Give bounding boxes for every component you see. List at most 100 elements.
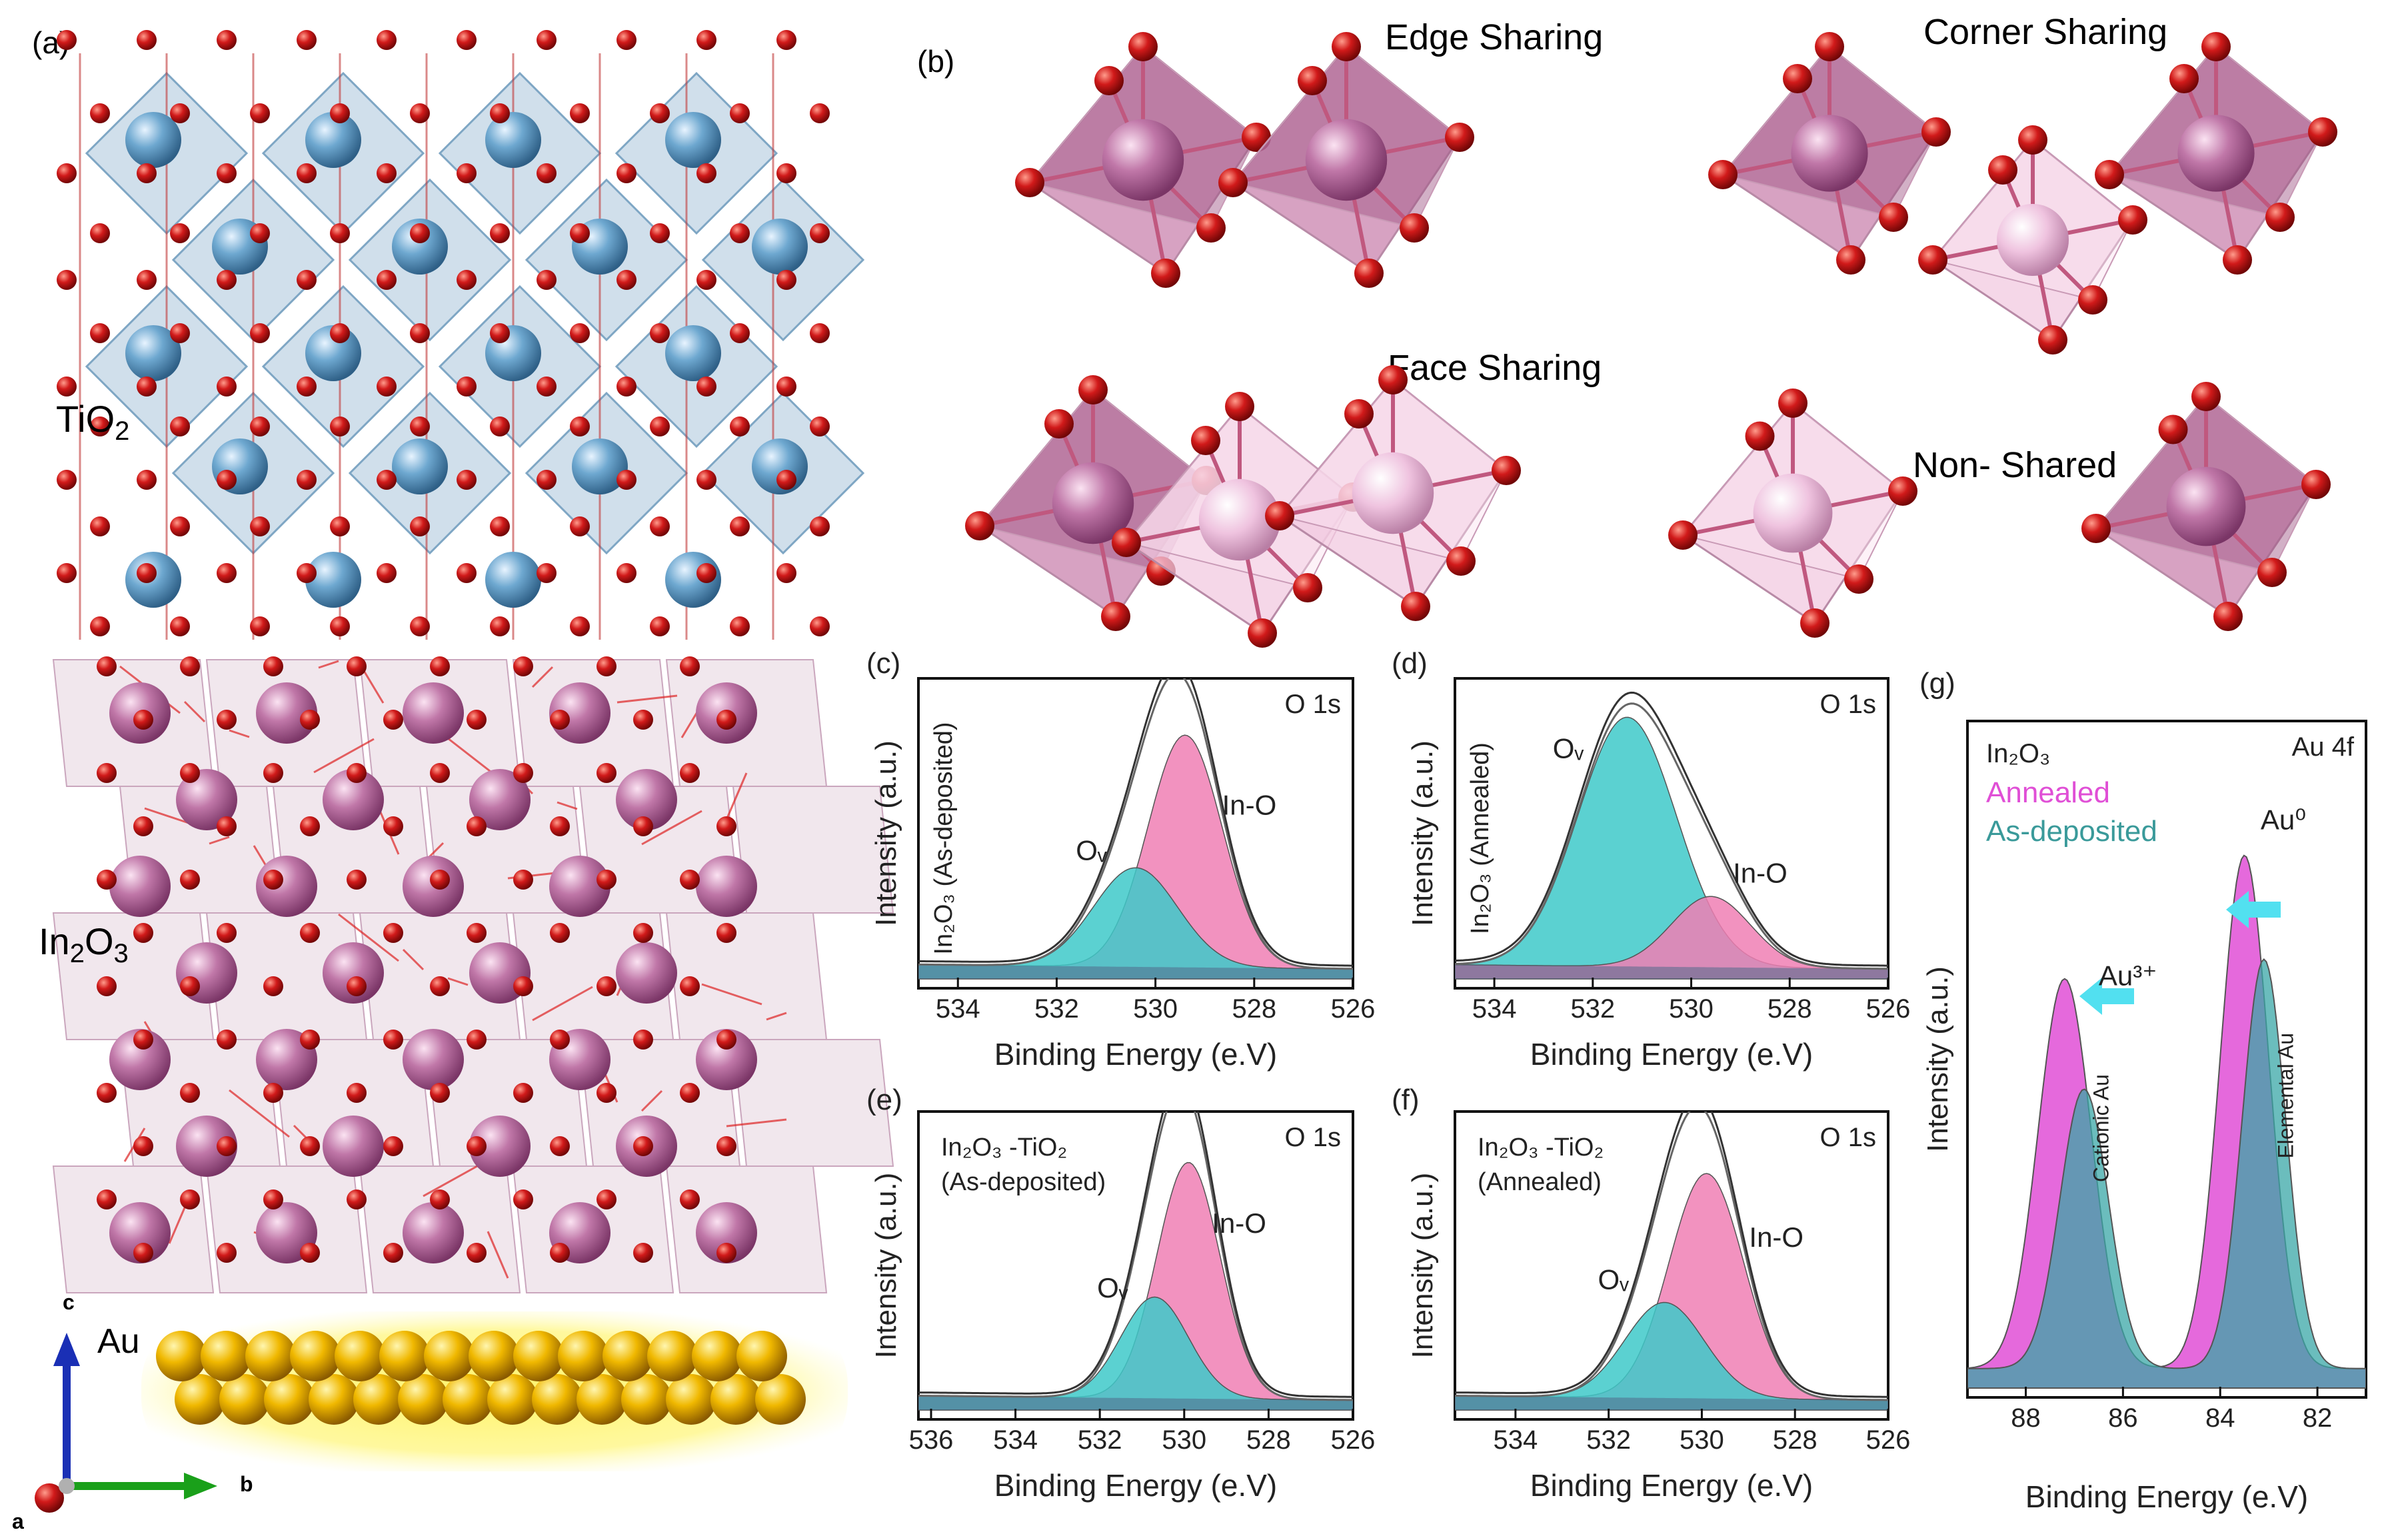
o-atom xyxy=(597,656,616,676)
o-atom xyxy=(457,563,477,583)
x-tick-label: 528 xyxy=(1232,994,1276,1024)
o-atom xyxy=(776,30,796,50)
o-atom xyxy=(716,923,736,943)
shift-arrow xyxy=(2226,891,2281,928)
in2o3-polyhedron xyxy=(665,912,828,1040)
o-atom xyxy=(550,1243,570,1263)
in-center-atom xyxy=(2166,466,2246,546)
o-atom xyxy=(430,763,450,783)
in-atom xyxy=(403,1029,464,1090)
o-atom xyxy=(597,1083,616,1103)
ti-atom xyxy=(125,112,181,168)
o-atom xyxy=(810,416,830,436)
o-atom xyxy=(810,103,830,123)
o-atom xyxy=(616,270,636,290)
o-atom xyxy=(457,163,477,183)
x-tick-label: 82 xyxy=(2303,1403,2333,1433)
o-vertex-atom xyxy=(2169,64,2199,93)
x-tick-label: 526 xyxy=(1331,1425,1376,1455)
non-shared-octahedron-2 xyxy=(2081,382,2331,631)
x-tick-label: 526 xyxy=(1331,994,1376,1024)
o-atom xyxy=(347,870,367,890)
o-atom xyxy=(680,1083,700,1103)
peak-annotation: Elemental Au xyxy=(2274,1033,2298,1159)
o-vertex-atom xyxy=(1265,501,1294,530)
o-atom xyxy=(330,516,350,536)
o-atom xyxy=(570,323,590,343)
o-vertex-atom xyxy=(1800,608,1829,638)
o-atom xyxy=(90,516,110,536)
o-atom xyxy=(330,416,350,436)
sample-label-line1: In₂O₃ -TiO₂ xyxy=(941,1134,1067,1161)
y-axis-label: Intensity (a.u.) xyxy=(870,1173,902,1359)
o-atom xyxy=(217,1030,237,1050)
raw-data-curve xyxy=(918,1112,1353,1398)
in-atom xyxy=(323,1116,384,1177)
o-atom xyxy=(410,516,430,536)
au-atom xyxy=(443,1374,493,1425)
ti-atom xyxy=(392,219,448,275)
au-atom xyxy=(290,1331,341,1381)
o-atom xyxy=(650,616,670,636)
x-tick-label: 530 xyxy=(1133,994,1178,1024)
x-axis-label: Binding Energy (e.V) xyxy=(994,1468,1277,1503)
o-atom xyxy=(776,270,796,290)
o-atom xyxy=(490,616,510,636)
axis-b-arrowhead xyxy=(184,1473,217,1499)
o-atom xyxy=(250,223,270,243)
o-atom xyxy=(300,816,320,836)
o-atom xyxy=(537,563,557,583)
o-atom xyxy=(263,870,283,890)
x-tick-label: 534 xyxy=(1472,994,1517,1024)
au-atom xyxy=(621,1374,672,1425)
o-atom xyxy=(347,1083,367,1103)
in-atom xyxy=(403,682,464,744)
legend-title: In₂O₃ xyxy=(1986,739,2050,768)
o-atom xyxy=(137,470,157,490)
panel-b-polyhedra: (b) Edge Sharing Corner Sharing Face Sha… xyxy=(917,12,2337,648)
o-atom xyxy=(180,1189,200,1209)
in-atom xyxy=(696,1202,757,1263)
o-vertex-atom xyxy=(2081,514,2111,543)
o-atom xyxy=(263,976,283,996)
x-tick-label: 528 xyxy=(1773,1425,1817,1455)
o-atom xyxy=(716,1243,736,1263)
o-atom xyxy=(133,1136,153,1156)
in-center-atom xyxy=(1753,473,1833,553)
o-atom xyxy=(410,416,430,436)
o-vertex-atom xyxy=(1293,573,1322,602)
o-atom xyxy=(57,30,77,50)
o-atom xyxy=(650,223,670,243)
sample-label-line2: (Annealed) xyxy=(1478,1168,1602,1196)
o-atom xyxy=(170,323,190,343)
o-atom xyxy=(90,616,110,636)
o-atom xyxy=(730,416,750,436)
ti-atom xyxy=(125,325,181,381)
fitted-envelope xyxy=(918,678,1353,970)
in2o3-bond xyxy=(641,810,702,846)
o-atom xyxy=(537,470,557,490)
o-atom xyxy=(537,270,557,290)
in2o3-bond xyxy=(229,1089,290,1138)
o-atom xyxy=(696,563,716,583)
in2o3-bond xyxy=(726,1118,787,1128)
y-axis-label: Intensity (a.u.) xyxy=(1921,966,1954,1152)
au-atom xyxy=(335,1331,385,1381)
in2o3-polyhedron xyxy=(732,786,894,914)
au-atom xyxy=(692,1331,742,1381)
o-atom xyxy=(383,816,403,836)
o-atom xyxy=(297,470,317,490)
o-atom xyxy=(410,323,430,343)
o-atom xyxy=(810,323,830,343)
o-atom xyxy=(716,710,736,730)
o-vertex-atom xyxy=(1218,168,1248,197)
in-center-atom xyxy=(1052,462,1134,544)
o-atom xyxy=(650,516,670,536)
o-atom xyxy=(133,1243,153,1263)
background-component xyxy=(1455,1395,1888,1410)
corner-label: O 1s xyxy=(1820,690,1876,719)
o-atom xyxy=(217,923,237,943)
x-tick-label: 86 xyxy=(2108,1403,2138,1433)
o-atom xyxy=(467,1243,487,1263)
o-atom xyxy=(696,163,716,183)
